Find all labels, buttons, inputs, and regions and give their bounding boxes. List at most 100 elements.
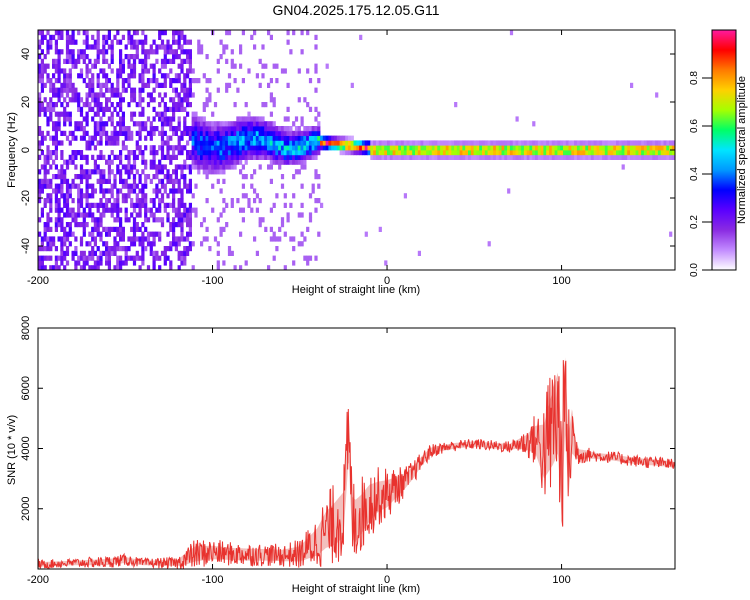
spectrogram-cell [77, 58, 81, 64]
spectrogram-cell [107, 159, 111, 165]
spectrogram-cell [52, 92, 56, 98]
spectrogram-cell [160, 30, 165, 36]
spectrogram-cell [65, 58, 70, 64]
spectrogram-cell [57, 34, 61, 40]
spectrogram-cell [646, 154, 650, 160]
spectrogram-cell [219, 169, 223, 175]
spectrogram-cell [470, 150, 474, 156]
spectrogram-cell [130, 130, 134, 136]
spectrogram-cell [186, 102, 190, 108]
spectrogram-cell [99, 178, 103, 184]
spectrogram-cell [306, 154, 310, 160]
spectrogram-cell [255, 145, 259, 151]
spectrogram-cell [65, 44, 70, 50]
spectrogram-cell [177, 135, 181, 141]
spectrogram-cell [222, 140, 226, 146]
spectrogram-cell [554, 140, 558, 146]
spectrogram-cell [60, 250, 64, 256]
spectrogram-cell [395, 145, 399, 151]
spectrogram-cell [141, 202, 145, 208]
spectrogram-cell [230, 121, 234, 127]
spectrogram-cell [593, 140, 597, 146]
spectrogram-cell [292, 154, 296, 160]
spectrogram-cell [468, 140, 472, 146]
spectrogram-cell [423, 145, 427, 151]
spectrogram-cell [93, 126, 97, 132]
spectrogram-cell [166, 73, 170, 79]
spectrogram-cell [239, 231, 243, 237]
spectrogram-cell [96, 58, 100, 64]
spectrogram-cell [306, 255, 310, 261]
spectrogram-cell [116, 260, 120, 266]
spectrogram-cell [102, 193, 106, 199]
spectrogram-cell [186, 73, 190, 79]
spectrogram-cell [596, 145, 600, 151]
spectrogram-cell [378, 145, 382, 151]
spectrogram-cell [657, 140, 662, 146]
spectrogram-cell [347, 150, 352, 156]
spectrogram-cell [99, 198, 103, 204]
spectrogram-cell [38, 130, 42, 136]
spectrogram-cell [79, 111, 84, 117]
spectrogram-cell [54, 265, 58, 270]
spectrogram-cell [38, 68, 42, 74]
spectrogram-cell [163, 154, 167, 160]
spectrogram-cell [138, 102, 142, 108]
spectrogram-cell [188, 241, 192, 247]
spectrogram-cell [54, 68, 58, 74]
spectrogram-cell [213, 164, 218, 170]
spectrogram-cell [38, 44, 42, 50]
spectrogram-cell [286, 217, 290, 223]
spectrogram-cell [99, 217, 103, 223]
spectrogram-cell [177, 202, 181, 208]
spectrogram-cell [177, 63, 181, 69]
spectrogram-cell [280, 174, 285, 180]
spectrogram-cell [437, 154, 441, 160]
spectrogram-cell [68, 193, 72, 199]
spectrogram-cell [177, 198, 181, 204]
spectrogram-cell [512, 140, 516, 146]
spectrogram-cell [518, 150, 522, 156]
spectrogram-cell [588, 150, 592, 156]
spectrogram-cell [314, 44, 318, 50]
spectrogram-cell [188, 212, 192, 218]
spectrogram-cell [93, 260, 97, 266]
spectrogram-cell [107, 178, 111, 184]
spectrogram-cell [105, 106, 109, 112]
spectrogram-cell [124, 198, 128, 204]
spectrogram-cell [183, 116, 187, 122]
spectrogram-cell [60, 140, 64, 146]
spectrogram-cell [200, 121, 204, 127]
spectrogram-cell [381, 145, 385, 151]
spectrogram-cell [445, 140, 449, 146]
spectrogram-cell [144, 82, 148, 88]
spectrogram-cell [604, 154, 608, 160]
spectrogram-cell [96, 111, 100, 117]
spectrogram-cell [85, 44, 89, 50]
spectrogram-cell [459, 140, 463, 146]
spectrogram-cell [172, 183, 176, 189]
spectrogram-cell [582, 150, 586, 156]
spectrogram-cell [144, 178, 148, 184]
spectrogram-cell [278, 159, 282, 165]
spectrogram-cell [141, 78, 145, 84]
spectrogram-cell [283, 231, 287, 237]
spectrogram-cell [166, 154, 170, 160]
spectrogram-cell [57, 126, 61, 132]
spectrogram-cell [216, 154, 220, 160]
spectrogram-cell [495, 154, 500, 160]
spectrogram-cell [233, 265, 237, 270]
spectrogram-cell [322, 135, 326, 141]
spectrogram-cell [40, 265, 44, 270]
spectrogram-cell [546, 150, 550, 156]
spectrogram-cell [85, 92, 89, 98]
spectrogram-cell [77, 126, 81, 132]
spectrogram-cell [121, 226, 125, 232]
spectrogram-cell [116, 87, 120, 93]
spectrogram-cell [236, 145, 240, 151]
spectrogram-cell [216, 121, 220, 127]
spectrogram-cell [124, 135, 128, 141]
spectrogram-cell [286, 159, 290, 165]
spectrogram-cell [412, 140, 416, 146]
spectrogram-cell [146, 231, 151, 237]
